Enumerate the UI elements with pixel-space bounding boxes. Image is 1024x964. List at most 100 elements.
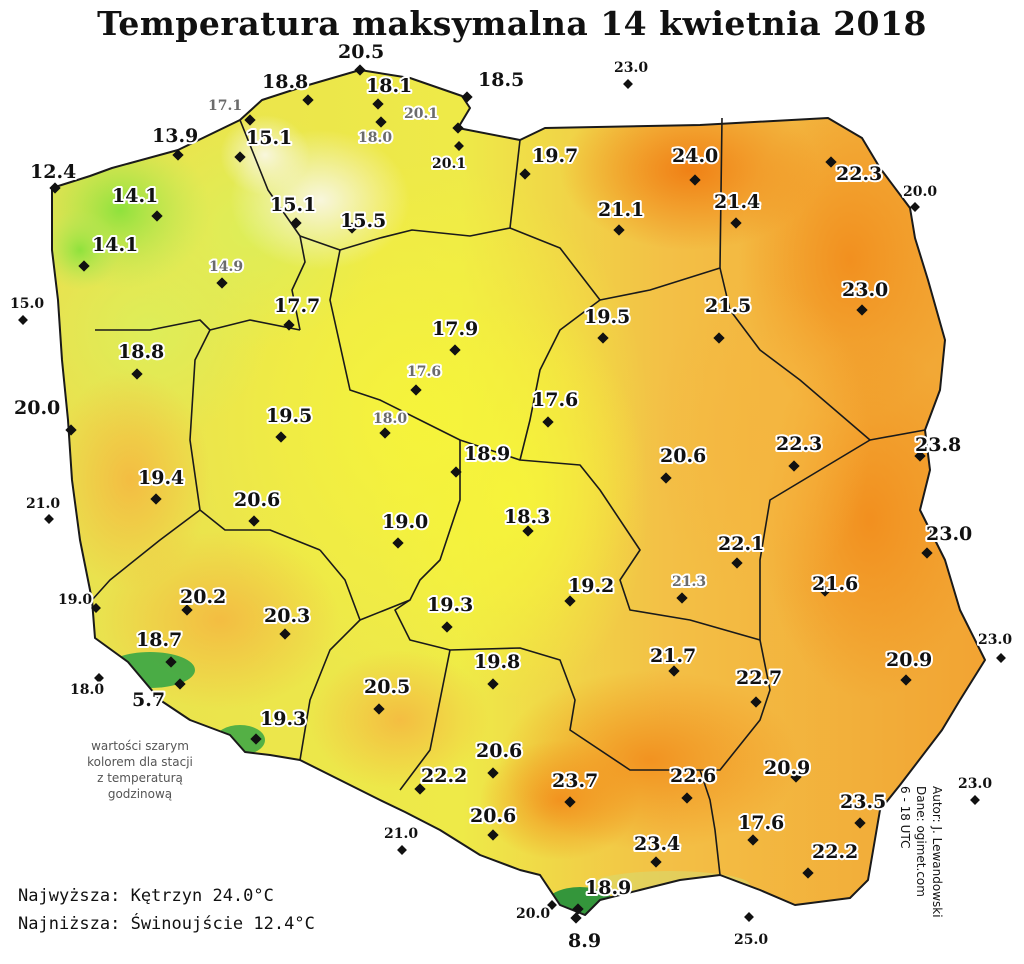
station-dot [613, 224, 625, 236]
station-temperature-label: 20.9 [764, 757, 810, 779]
station-marker: 21.0 [382, 824, 420, 855]
min-temperature-line: Najniższa: Świnoujście 12.4°C [18, 914, 315, 934]
station-temperature-label: 18.0 [358, 130, 392, 146]
station-temperature-label: 15.1 [246, 127, 292, 149]
station-dot [150, 493, 162, 505]
station-temperature-label: 20.1 [432, 156, 466, 172]
station-marker: 15.1 [234, 125, 294, 163]
station-temperature-label: 14.1 [92, 234, 138, 256]
station-temperature-label: 20.3 [264, 605, 310, 627]
credit-time-range: 6 - 18 UTC [898, 786, 912, 849]
station-marker: 5.7 [130, 678, 186, 713]
station-temperature-label: 18.5 [478, 69, 524, 91]
station-marker: 18.5 [461, 67, 526, 103]
station-temperature-label: 22.3 [776, 433, 822, 455]
station-dot [18, 315, 28, 325]
max-temperature-line: Najwyższa: Kętrzyn 24.0°C [18, 886, 274, 906]
station-marker: 19.2 [564, 573, 616, 607]
station-marker: 20.1 [402, 104, 464, 134]
station-temperature-label: 21.6 [812, 573, 858, 595]
station-temperature-label: 20.5 [364, 676, 410, 698]
station-temperature-label: 23.4 [634, 833, 680, 855]
station-marker: 17.6 [405, 362, 443, 396]
station-marker: 18.3 [502, 504, 552, 537]
station-dot [819, 585, 831, 597]
station-temperature-label: 25.0 [734, 932, 768, 948]
station-marker: 20.6 [232, 487, 282, 527]
station-temperature-label: 5.7 [132, 689, 165, 711]
station-marker: 20.0 [12, 395, 77, 436]
station-temperature-label: 18.7 [136, 629, 182, 651]
station-temperature-label: 13.9 [152, 125, 198, 147]
station-marker: 19.0 [380, 509, 430, 549]
station-temperature-label: 20.2 [180, 586, 226, 608]
station-temperature-label: 18.0 [70, 682, 104, 698]
station-dot [441, 621, 453, 633]
voivodeship-borders [91, 117, 926, 876]
station-temperature-label: 15.0 [10, 296, 44, 312]
station-marker: 21.6 [810, 571, 860, 597]
station-marker: 19.5 [582, 304, 632, 344]
station-temperature-label: 19.0 [58, 592, 92, 608]
station-marker: 18.0 [371, 409, 409, 439]
station-dot [597, 332, 609, 344]
station-temperature-label: 17.1 [208, 98, 242, 114]
station-temperature-label: 19.5 [266, 405, 312, 427]
station-temperature-label: 22.3 [836, 163, 882, 185]
station-dot [914, 450, 926, 462]
station-marker: 20.0 [514, 900, 557, 924]
station-temperature-label: 18.8 [118, 341, 164, 363]
station-marker: 23.4 [632, 831, 682, 868]
station-marker: 20.6 [658, 443, 708, 484]
station-dot [802, 867, 814, 879]
station-marker: 12.4 [28, 159, 78, 194]
station-marker: 18.9 [572, 875, 633, 915]
station-temperature-label: 15.1 [270, 194, 316, 216]
station-marker: 20.6 [474, 738, 524, 779]
stations-layer: 18.8 20.5 18.1 18.5 23.0 17.1 20.1 13.9 15.1 18.0… [8, 39, 1014, 954]
station-temperature-label: 23.0 [842, 279, 888, 301]
station-dot [131, 368, 143, 380]
station-marker: 19.0 [56, 590, 101, 613]
station-marker: 18.1 [364, 73, 414, 110]
credit-data-source: Dane: ogimet.com [914, 786, 928, 897]
station-dot [522, 525, 534, 537]
station-marker: 20.9 [884, 647, 934, 686]
station-marker: 22.7 [734, 665, 784, 708]
station-temperature-label: 19.3 [427, 594, 473, 616]
station-temperature-label: 19.0 [382, 511, 428, 533]
station-temperature-label: 21.5 [705, 295, 751, 317]
station-temperature-label: 23.7 [552, 770, 598, 792]
station-temperature-label: 18.8 [262, 71, 308, 93]
station-temperature-label: 18.0 [373, 411, 407, 427]
station-dot [788, 460, 800, 472]
station-marker: 20.1 [430, 141, 468, 174]
station-marker: 20.0 [901, 182, 939, 212]
station-marker: 21.3 [670, 572, 708, 604]
station-temperature-label: 17.6 [532, 389, 578, 411]
station-temperature-label: 20.9 [886, 649, 932, 671]
station-marker: 23.7 [550, 768, 600, 808]
station-marker: 13.9 [150, 123, 200, 161]
station-dot [996, 653, 1006, 663]
station-dot [744, 912, 754, 922]
station-dot [564, 796, 576, 808]
station-marker: 19.3 [425, 592, 475, 633]
station-dot [250, 733, 262, 745]
station-dot [410, 384, 422, 396]
station-dot [572, 903, 584, 915]
station-dot [856, 304, 868, 316]
station-temperature-label: 23.5 [840, 791, 886, 813]
station-temperature-label: 8.9 [568, 930, 601, 952]
station-marker: 22.6 [668, 763, 718, 804]
station-dot [487, 767, 499, 779]
station-marker: 19.4 [136, 465, 186, 505]
station-temperature-label: 19.3 [260, 708, 306, 730]
station-dot [519, 168, 531, 180]
station-temperature-label: 22.2 [421, 765, 467, 787]
station-dot [49, 182, 61, 194]
station-marker: 20.9 [762, 755, 812, 783]
station-marker: 18.9 [450, 441, 512, 478]
station-temperature-label: 20.6 [476, 740, 522, 762]
